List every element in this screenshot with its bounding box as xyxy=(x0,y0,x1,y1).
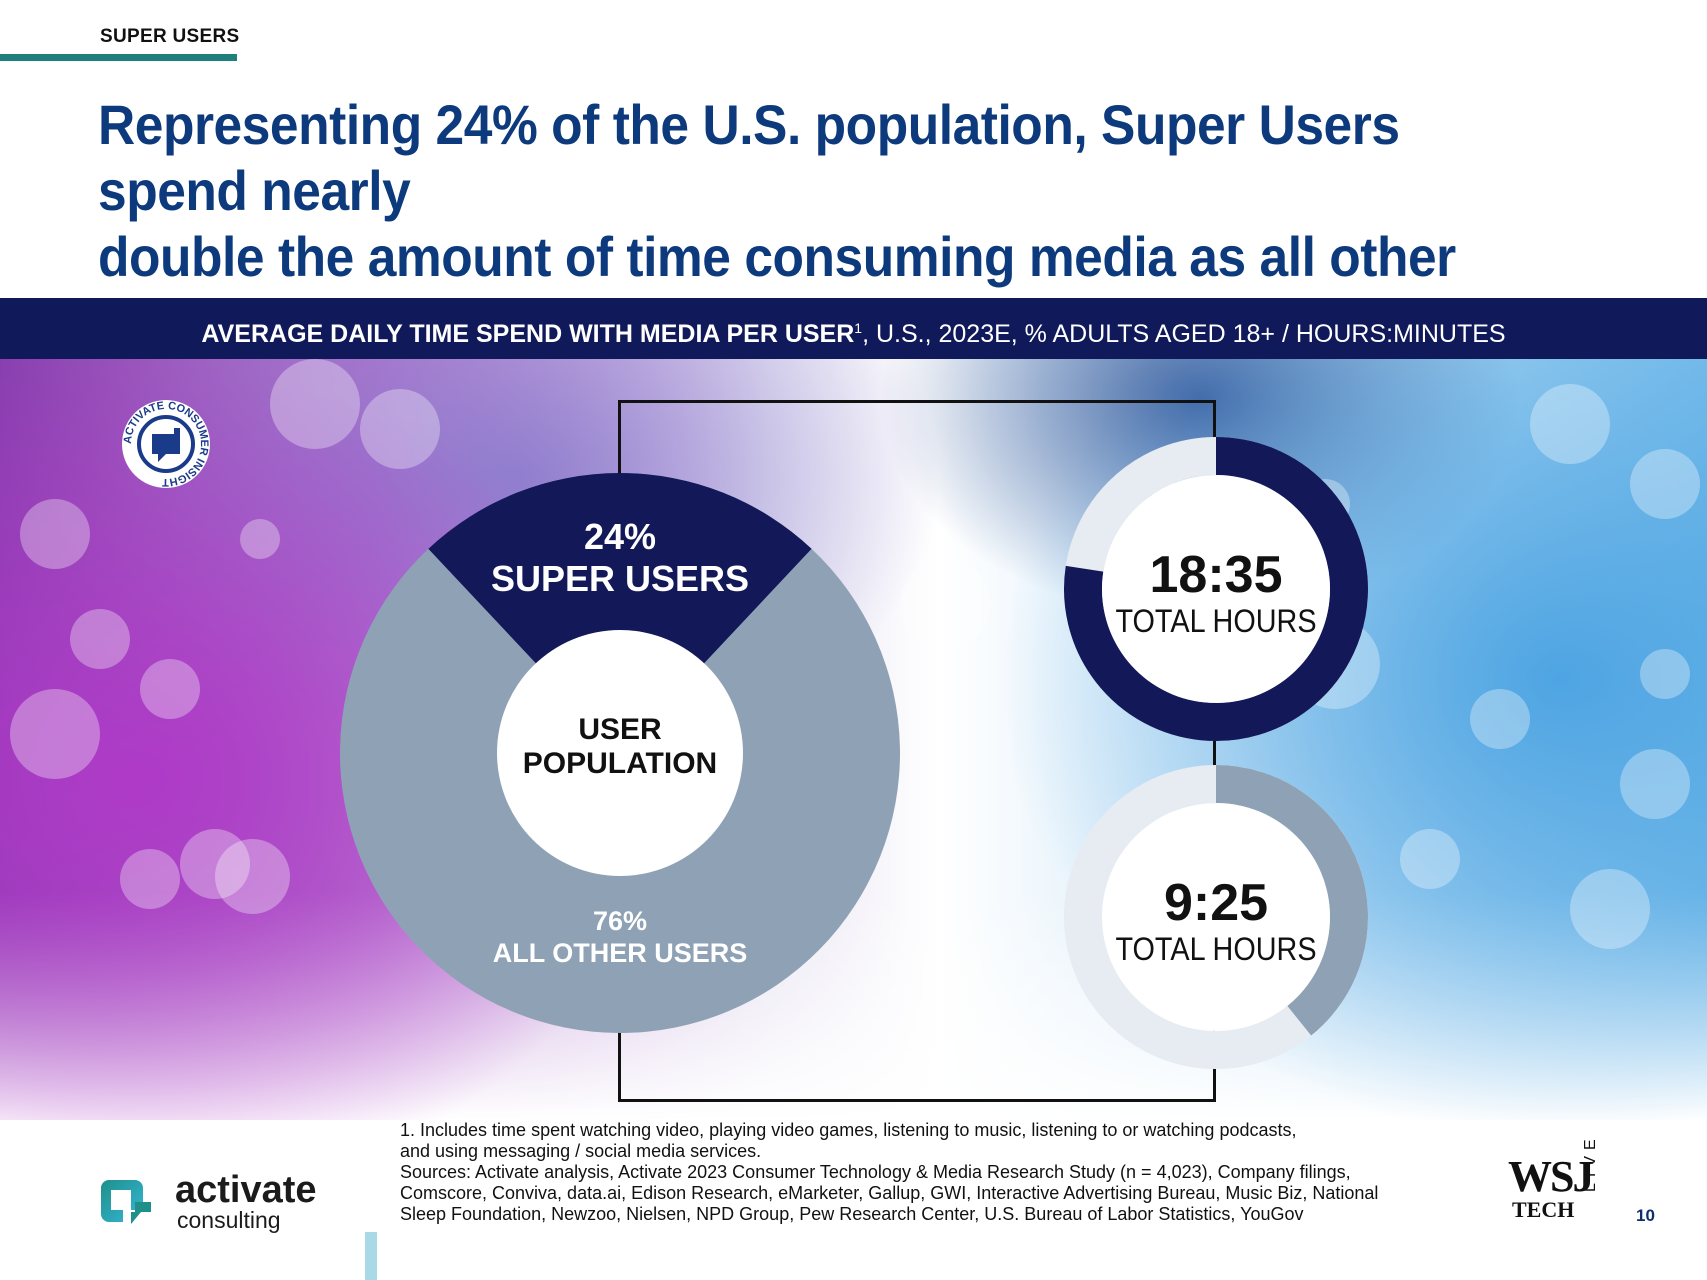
other-users-donut-center xyxy=(1102,803,1330,1031)
headline-line-1: Representing 24% of the U.S. population,… xyxy=(98,93,1400,222)
other-users-hours-value: 9:25 xyxy=(1163,874,1269,932)
super-users-hours-value: 18:35 xyxy=(1149,546,1283,604)
other-users-percent: 76% xyxy=(592,906,648,936)
super-users-label: 24% SUPER USERS xyxy=(339,516,901,600)
wsj-wordmark: WSJ xyxy=(1508,1152,1594,1201)
super-users-hours-caption: TOTAL HOURS xyxy=(1115,603,1317,639)
section-tag: SUPER USERS xyxy=(100,26,240,47)
activate-word: activate xyxy=(175,1169,317,1211)
super-users-hours-donut xyxy=(1064,437,1368,741)
other-users-name: ALL OTHER USERS xyxy=(492,938,748,968)
super-users-hours-label: 18:35 TOTAL HOURS xyxy=(1063,546,1369,638)
banner-bold-text: AVERAGE DAILY TIME SPEND WITH MEDIA PER … xyxy=(201,320,855,348)
side-accent xyxy=(365,1232,377,1280)
pie-center-line-1: USER xyxy=(578,713,662,746)
other-users-hours-caption: TOTAL HOURS xyxy=(1115,931,1317,967)
footnote-line-1: 1. Includes time spent watching video, p… xyxy=(400,1120,1297,1140)
footnote: 1. Includes time spent watching video, p… xyxy=(400,1120,1440,1225)
consulting-word: consulting xyxy=(177,1207,281,1233)
section-rule xyxy=(0,54,237,61)
sources-line-3: Sleep Foundation, Newzoo, Nielsen, NPD G… xyxy=(400,1204,1304,1224)
live-wordmark: LIVE xyxy=(1582,1133,1599,1192)
other-users-hours-label: 9:25 TOTAL HOURS xyxy=(1063,874,1369,966)
chart-banner: AVERAGE DAILY TIME SPEND WITH MEDIA PER … xyxy=(0,298,1707,359)
other-users-donut-arc xyxy=(1215,765,1368,1036)
footnote-line-2: and using messaging / social media servi… xyxy=(400,1141,762,1161)
other-users-hours-donut xyxy=(1064,765,1368,1069)
banner-rest-text: , U.S., 2023E, % ADULTS AGED 18+ / HOURS… xyxy=(862,320,1506,348)
super-users-name: SUPER USERS xyxy=(490,558,750,599)
pie-center-line-2: POPULATION xyxy=(522,747,718,780)
banner-footnote-ref: 1 xyxy=(854,320,863,336)
wsj-tech-live-logo: WSJ TECH LIVE xyxy=(1506,1133,1616,1230)
sources-line-2: Comscore, Conviva, data.ai, Edison Resea… xyxy=(400,1183,1379,1203)
pie-slice-super-users xyxy=(428,473,812,753)
user-population-pie xyxy=(340,473,901,1033)
sources-line-1: Sources: Activate analysis, Activate 202… xyxy=(400,1162,1351,1182)
other-users-label: 76% ALL OTHER USERS xyxy=(339,905,901,969)
super-users-percent: 24% xyxy=(583,516,657,557)
page-number: 10 xyxy=(1636,1206,1655,1225)
activate-consulting-logo: activate consulting xyxy=(97,1169,337,1233)
super-users-donut-arc xyxy=(1064,437,1368,741)
activate-logo-icon xyxy=(101,1180,151,1224)
pie-center-label: USER POPULATION xyxy=(489,713,751,781)
pie-center-hole xyxy=(497,630,743,876)
activate-consumer-insight-seal: ACTIVATE CONSUMER INSIGHT xyxy=(122,400,210,488)
super-users-donut-center xyxy=(1102,475,1330,703)
tech-wordmark: TECH xyxy=(1512,1197,1575,1222)
